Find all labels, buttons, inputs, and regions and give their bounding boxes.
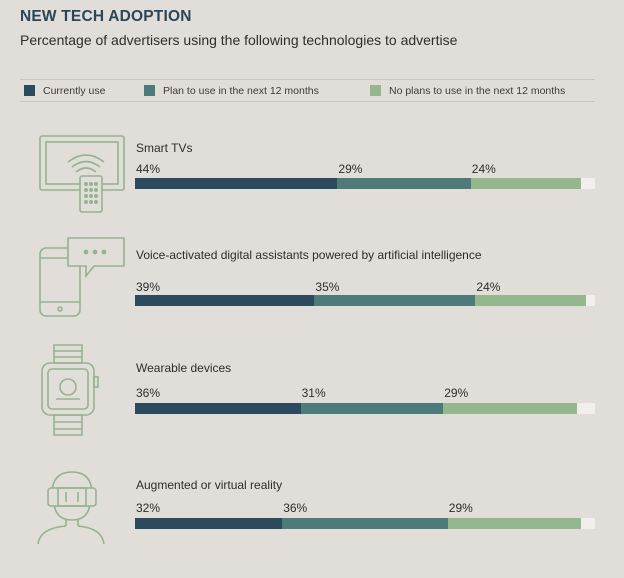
- category-label: Augmented or virtual reality: [136, 478, 283, 492]
- smartwatch-icon: [40, 343, 100, 443]
- value-label: 29%: [338, 162, 363, 176]
- bar-segment-none: [443, 403, 577, 414]
- bar-segment-none: [447, 518, 582, 529]
- legend-label-none: No plans to use in the next 12 months: [389, 84, 566, 97]
- value-label: 29%: [444, 386, 469, 400]
- category-label: Voice-activated digital assistants power…: [136, 248, 482, 262]
- chart-subtitle: Percentage of advertisers using the foll…: [20, 32, 458, 48]
- tv-remote-icon: [38, 132, 128, 219]
- bar-segment-plan: [282, 518, 448, 529]
- vr-headset-icon: [36, 468, 106, 553]
- legend: Currently use Plan to use in the next 12…: [20, 79, 595, 102]
- bar-segment-currently: [135, 518, 283, 529]
- bar-segment-plan: [300, 403, 444, 414]
- legend-swatch-currently: [24, 85, 35, 96]
- legend-label-currently: Currently use: [43, 84, 106, 97]
- bar-segment-none: [470, 178, 582, 189]
- bar-segment-plan: [314, 295, 476, 306]
- bar-segment-currently: [135, 295, 315, 306]
- value-label: 39%: [136, 280, 161, 294]
- value-label: 24%: [476, 280, 501, 294]
- bar-segment-currently: [135, 403, 301, 414]
- legend-item-currently: Currently use: [24, 80, 105, 101]
- legend-swatch-none: [370, 85, 381, 96]
- chart-title: NEW TECH ADOPTION: [20, 8, 192, 25]
- value-label: 29%: [448, 501, 473, 515]
- category-label: Wearable devices: [136, 361, 232, 375]
- category-label: Smart TVs: [136, 141, 193, 155]
- value-label: 24%: [471, 162, 496, 176]
- value-label: 36%: [283, 501, 308, 515]
- legend-item-plan: Plan to use in the next 12 months: [144, 80, 319, 101]
- bar-track: [135, 178, 595, 189]
- legend-swatch-plan: [144, 85, 155, 96]
- phone-chat-icon: [38, 236, 128, 323]
- legend-item-none: No plans to use in the next 12 months: [370, 80, 565, 101]
- bar-segment-plan: [337, 178, 471, 189]
- value-label: 35%: [315, 280, 340, 294]
- bar-track: [135, 295, 595, 306]
- bar-segment-none: [475, 295, 586, 306]
- bar-track: [135, 403, 595, 414]
- legend-label-plan: Plan to use in the next 12 months: [163, 84, 319, 97]
- value-label: 31%: [301, 386, 326, 400]
- value-label: 44%: [136, 162, 161, 176]
- bar-segment-currently: [135, 178, 338, 189]
- bar-track: [135, 518, 595, 529]
- value-label: 32%: [136, 501, 161, 515]
- value-label: 36%: [136, 386, 161, 400]
